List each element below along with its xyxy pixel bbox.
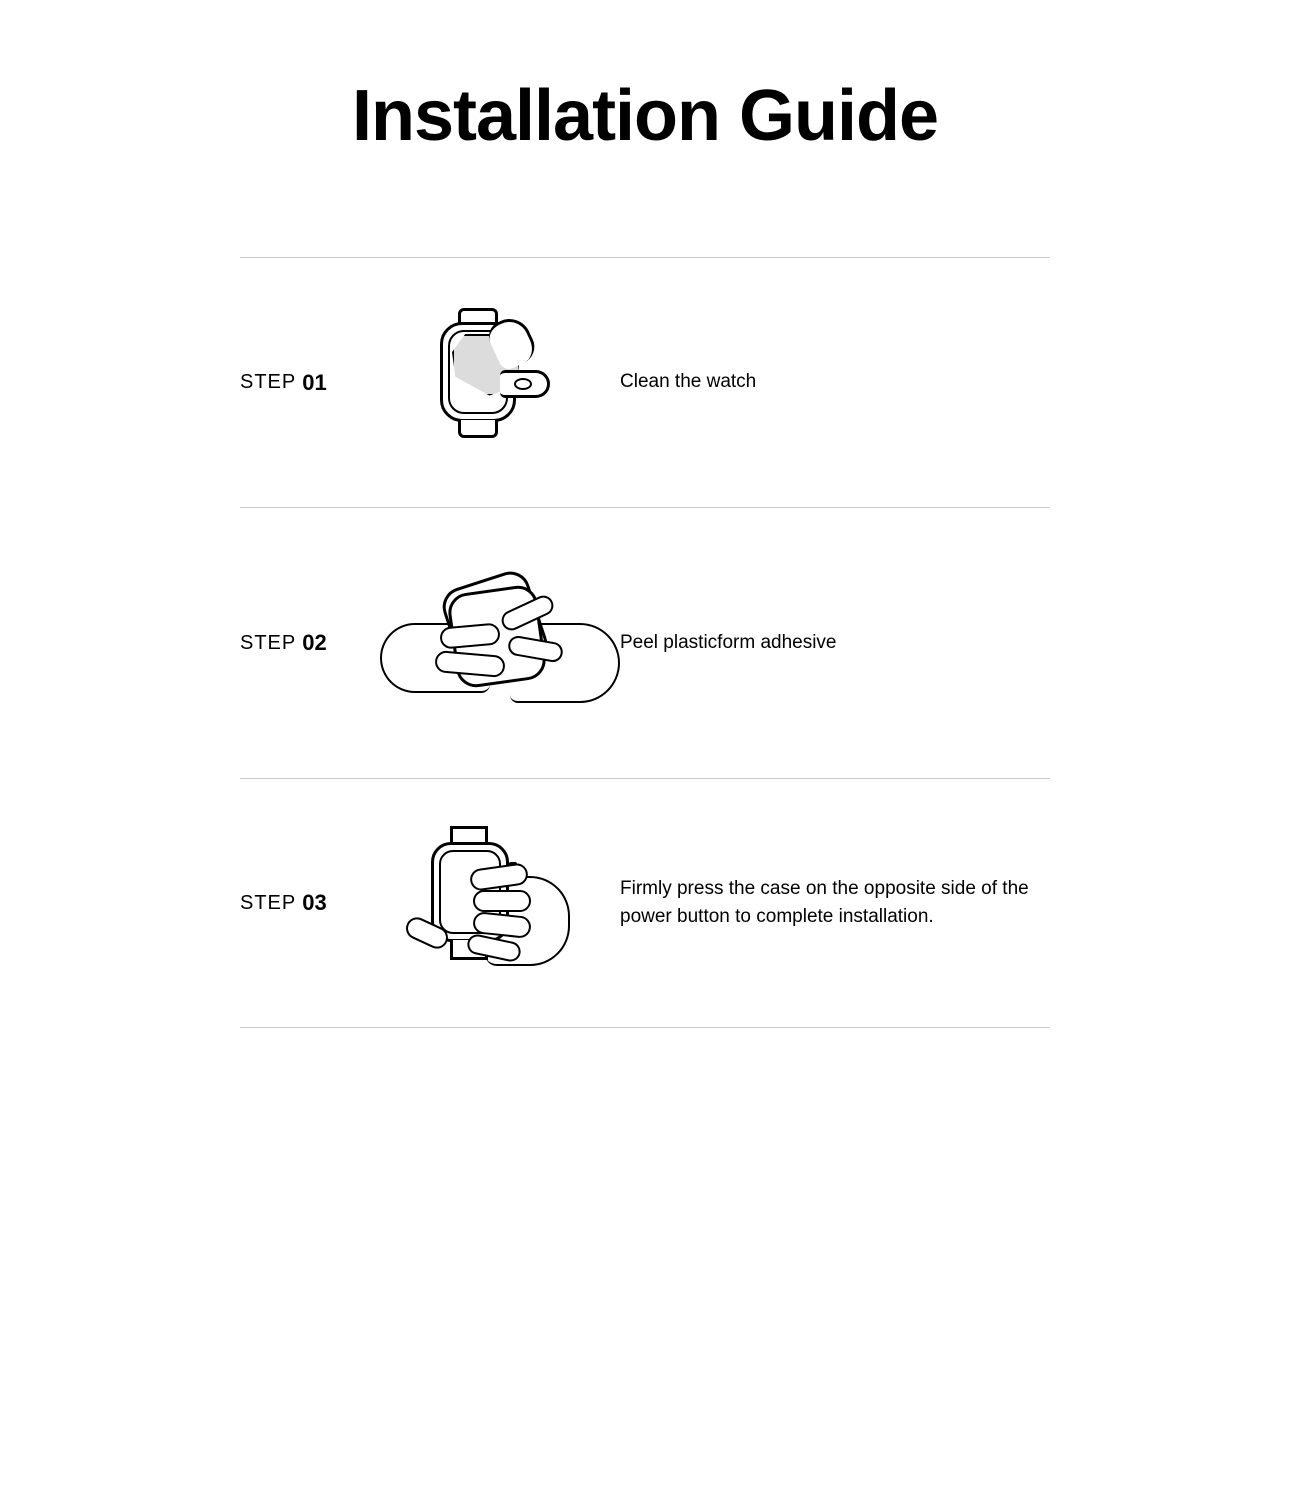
press-case-icon [395, 826, 575, 981]
step-label: STEP 01 [240, 370, 380, 396]
step-row-2: STEP 02 Peel plasticform adhesive [240, 507, 1050, 778]
step-row-1: STEP 01 Clean the watch [240, 257, 1050, 507]
step-description: Clean the watch [590, 368, 1050, 397]
step-description: Peel plasticform adhesive [590, 629, 1050, 658]
step-number: 03 [302, 890, 326, 916]
step-label: STEP 03 [240, 890, 380, 916]
step-word: STEP [240, 892, 296, 915]
clean-watch-icon [400, 308, 570, 458]
step-number: 02 [302, 630, 326, 656]
page-title: Installation Guide [0, 0, 1290, 257]
step-illustration-1 [380, 308, 590, 458]
installation-guide: Installation Guide STEP 01 Clean the wat… [0, 0, 1290, 1028]
step-row-3: STEP 03 Firmly press the case on the opp… [240, 778, 1050, 1028]
step-label: STEP 02 [240, 630, 380, 656]
step-number: 01 [302, 370, 326, 396]
peel-adhesive-icon [380, 553, 590, 733]
step-word: STEP [240, 371, 296, 394]
step-illustration-3 [380, 826, 590, 981]
step-description: Firmly press the case on the opposite si… [590, 875, 1050, 932]
step-illustration-2 [380, 553, 590, 733]
step-word: STEP [240, 632, 296, 655]
